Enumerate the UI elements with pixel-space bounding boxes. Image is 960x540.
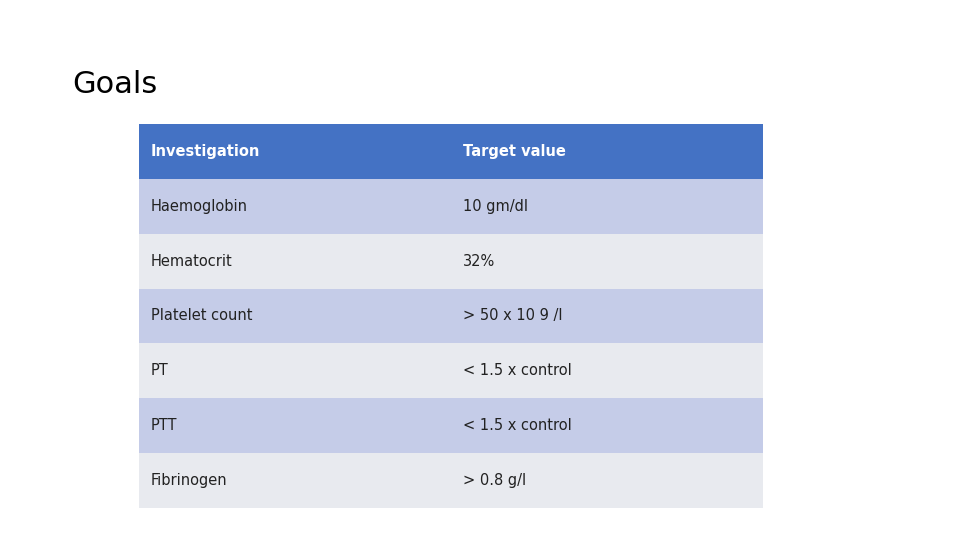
Bar xyxy=(451,398,763,453)
Text: Goals: Goals xyxy=(72,70,157,99)
Bar xyxy=(139,179,451,234)
Text: Target value: Target value xyxy=(463,144,565,159)
Bar xyxy=(451,234,763,288)
Text: 10 gm/dl: 10 gm/dl xyxy=(463,199,528,214)
Bar xyxy=(451,179,763,234)
Text: Fibrinogen: Fibrinogen xyxy=(151,472,228,488)
Text: Haemoglobin: Haemoglobin xyxy=(151,199,248,214)
Bar xyxy=(139,398,451,453)
Text: < 1.5 x control: < 1.5 x control xyxy=(463,418,571,433)
Text: Platelet count: Platelet count xyxy=(151,308,252,323)
Text: 32%: 32% xyxy=(463,254,495,268)
Text: Hematocrit: Hematocrit xyxy=(151,254,232,268)
Bar xyxy=(451,124,763,179)
Bar xyxy=(451,288,763,343)
Bar xyxy=(139,453,451,508)
Bar xyxy=(139,343,451,398)
Text: Investigation: Investigation xyxy=(151,144,260,159)
Bar xyxy=(451,453,763,508)
Bar xyxy=(139,124,451,179)
Bar xyxy=(451,343,763,398)
Text: < 1.5 x control: < 1.5 x control xyxy=(463,363,571,378)
Bar xyxy=(139,234,451,288)
Text: PTT: PTT xyxy=(151,418,178,433)
Text: PT: PT xyxy=(151,363,168,378)
Bar xyxy=(139,288,451,343)
Text: > 0.8 g/l: > 0.8 g/l xyxy=(463,472,526,488)
Text: > 50 x 10 9 /l: > 50 x 10 9 /l xyxy=(463,308,563,323)
